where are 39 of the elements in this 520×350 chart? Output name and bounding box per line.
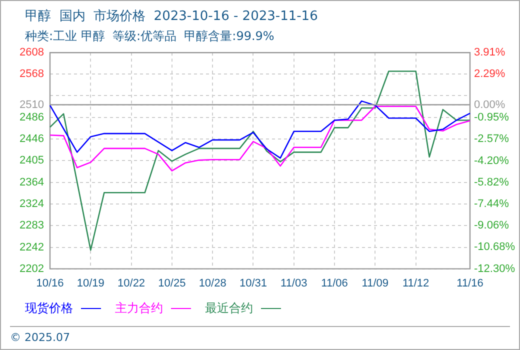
y-tick-label: 2324	[20, 198, 44, 210]
y-tick-label: 2568	[20, 68, 44, 80]
y-tick-label: 2608	[20, 46, 44, 59]
legend-label: 最近合约	[205, 300, 253, 317]
legend-label: 主力合约	[115, 300, 163, 317]
chart-title: 甲醇 国内 市场价格 2023-10-16 - 2023-11-16	[25, 8, 318, 25]
y2-tick-label: -12.30%	[474, 262, 516, 275]
x-tick-label: 10/25	[158, 277, 186, 290]
y2-tick-label: 2.29%	[474, 68, 506, 80]
y2-tick-label: -10.68%	[474, 241, 516, 254]
x-tick-label: 11/16	[456, 277, 484, 290]
y2-tick-label: -7.44%	[474, 198, 510, 210]
y-tick-label: 2486	[20, 112, 44, 124]
y-tick-label: 2242	[20, 242, 44, 254]
x-tick-label: 10/16	[36, 277, 64, 290]
chart-subtitle: 种类:工业 甲醇 等级:优等品 甲醇含量:99.9%	[25, 28, 274, 45]
y-tick-label: 2364	[20, 176, 44, 189]
y-tick-label: 2446	[20, 132, 44, 145]
y2-tick-label: 3.91%	[474, 46, 506, 59]
legend-label: 现货价格	[25, 300, 73, 317]
y-tick-label: 2510	[20, 98, 44, 111]
y-tick-label: 2283	[20, 220, 44, 232]
x-tick-label: 10/22	[118, 277, 146, 290]
y2-tick-label: -5.82%	[474, 176, 510, 188]
x-tick-label: 11/12	[402, 277, 430, 290]
x-tick-label: 10/28	[198, 277, 226, 290]
y2-tick-label: -0.95%	[474, 111, 510, 124]
y-tick-label: 2202	[20, 262, 44, 275]
x-tick-label: 11/06	[321, 277, 348, 290]
y-tick-label: 2405	[20, 154, 44, 167]
text: © 2025.07	[10, 331, 70, 344]
y2-tick-label: -4.20%	[474, 154, 510, 167]
x-tick-label: 10/31	[239, 277, 267, 290]
y2-tick-label: -2.57%	[474, 133, 510, 146]
x-tick-label: 11/09	[362, 277, 389, 290]
y2-tick-label: -9.06%	[474, 220, 510, 232]
y2-tick-label: 0.00%	[474, 98, 506, 111]
x-tick-label: 11/03	[280, 277, 308, 290]
x-tick-label: 10/19	[76, 277, 104, 290]
